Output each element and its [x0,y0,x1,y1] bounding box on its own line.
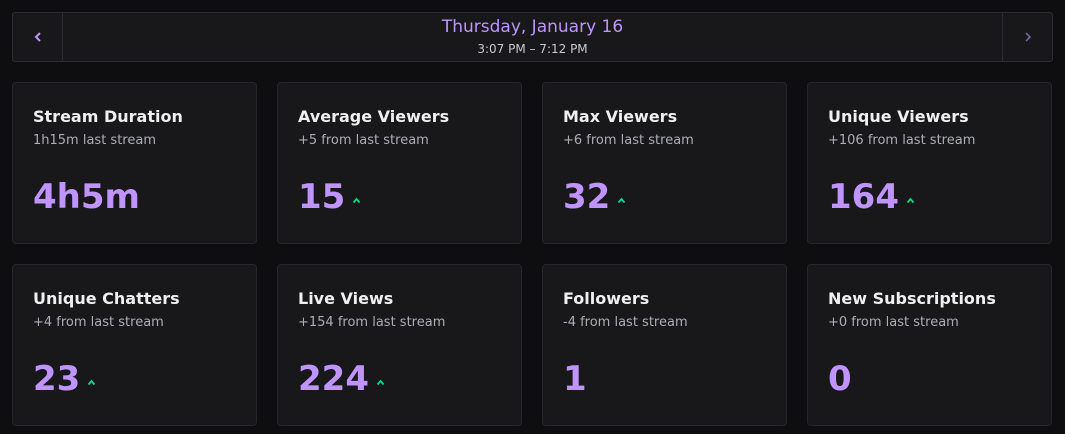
stat-value: 0 [828,359,852,399]
trend-up-icon [376,379,385,385]
stat-card: Unique Chatters +4 from last stream 23 [12,264,257,426]
stat-subtitle: +106 from last stream [828,133,976,148]
stat-title: Unique Chatters [33,289,180,308]
stat-value: 4h5m [33,177,140,217]
stat-card: Max Viewers +6 from last stream 32 [542,82,787,244]
stat-value-row: 23 [33,359,96,399]
stat-card: New Subscriptions +0 from last stream 0 [807,264,1052,426]
stat-value-row: 164 [828,177,915,217]
stat-value: 164 [828,177,899,217]
trend-up-icon [353,197,361,203]
stat-card: Followers -4 from last stream 1 [542,264,787,426]
stat-subtitle: +0 from last stream [828,315,959,330]
stat-title: Average Viewers [298,107,450,126]
stat-title: Max Viewers [563,107,678,126]
stat-value: 1 [563,359,587,399]
stat-title: Live Views [298,289,394,308]
stat-value: 224 [298,359,369,399]
stat-subtitle: +5 from last stream [298,133,429,148]
stat-value-row: 1 [563,359,587,399]
stat-value-row: 224 [298,359,385,399]
stat-subtitle: -4 from last stream [563,315,688,330]
stat-value: 15 [298,177,346,217]
trend-up-arrow [618,197,626,203]
stat-title: Followers [563,289,650,308]
stat-subtitle: +154 from last stream [298,315,446,330]
trend-up-icon [906,197,915,203]
stat-card: Stream Duration 1h15m last stream 4h5m [12,82,257,244]
stat-value-row: 32 [563,177,626,217]
chevron-right-icon [1024,32,1031,42]
trend-up-arrow [906,197,915,203]
date-header: Thursday, January 16 3:07 PM – 7:12 PM [12,12,1053,62]
next-button[interactable] [1002,13,1052,61]
previous-button[interactable] [13,13,63,61]
stat-title: Stream Duration [33,107,183,126]
trend-up-arrow [88,379,96,385]
trend-up-icon [618,197,626,203]
stat-value: 32 [563,177,611,217]
time-range: 3:07 PM – 7:12 PM [477,42,588,56]
trend-up-arrow [353,197,361,203]
stat-value-row: 4h5m [33,177,140,217]
stat-value-row: 0 [828,359,852,399]
stat-card: Average Viewers +5 from last stream 15 [277,82,522,244]
chevron-left-icon [34,32,41,42]
trend-up-icon [88,379,96,385]
stat-card: Unique Viewers +106 from last stream 164 [807,82,1052,244]
date: Thursday, January 16 [441,17,624,37]
stat-title: Unique Viewers [828,107,969,126]
stat-subtitle: +6 from last stream [563,133,694,148]
stat-subtitle: +4 from last stream [33,315,164,330]
stat-title: New Subscriptions [828,289,996,308]
stat-value-row: 15 [298,177,361,217]
trend-up-arrow [376,379,385,385]
stat-subtitle: 1h15m last stream [33,133,156,148]
stat-value: 23 [33,359,81,399]
stat-card: Live Views +154 from last stream 224 [277,264,522,426]
